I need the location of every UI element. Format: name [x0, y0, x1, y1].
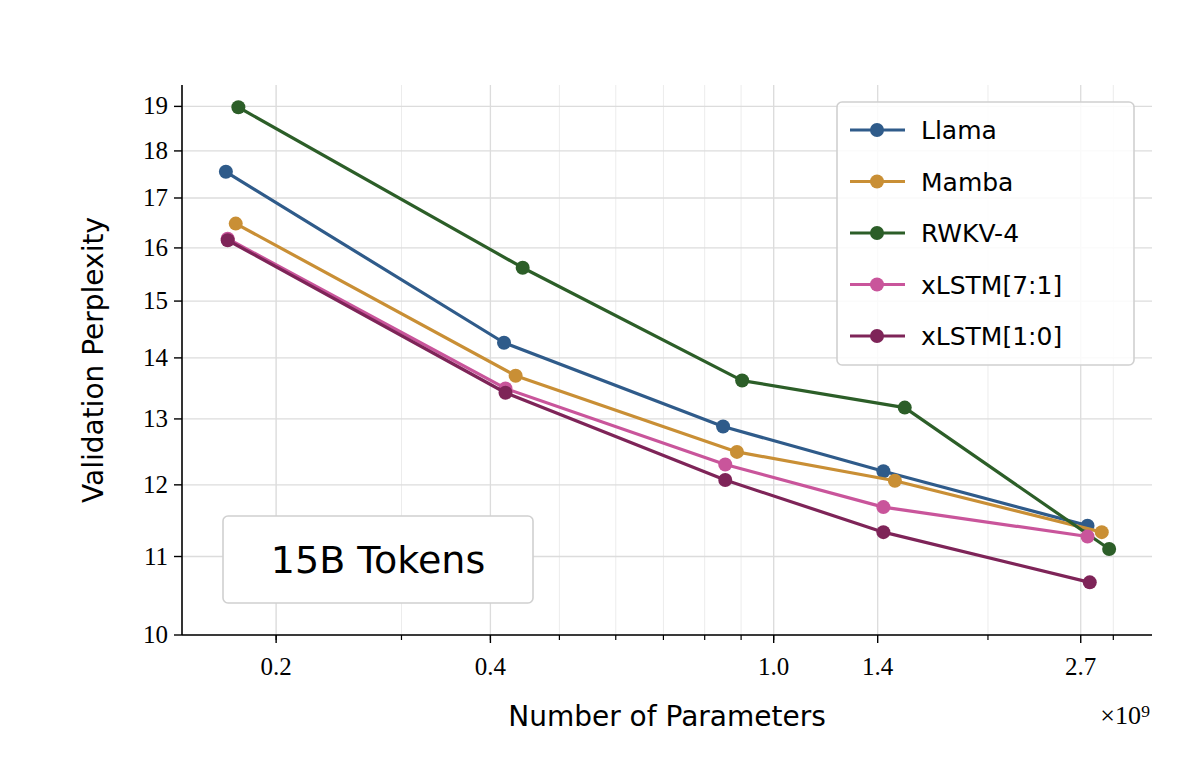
grid-line	[182, 634, 1152, 635]
annotation: 15B Tokens	[223, 516, 533, 603]
y-tick	[174, 418, 182, 419]
series	[221, 232, 1095, 544]
data-point	[876, 525, 890, 539]
data-point	[497, 336, 511, 350]
y-tick-label: 19	[143, 92, 168, 119]
y-tick	[174, 634, 182, 635]
series	[231, 100, 1116, 556]
annotation-text: 15B Tokens	[271, 538, 485, 582]
minor-grid-line	[741, 85, 742, 635]
data-point	[1095, 525, 1109, 539]
legend-box	[837, 102, 1134, 365]
minor-grid-line	[559, 85, 560, 635]
series	[221, 233, 1097, 589]
x-axis-label: Number of Parameters	[508, 700, 826, 733]
y-tick-label: 17	[143, 184, 168, 211]
legend-label: xLSTM[1:0]	[921, 322, 1062, 351]
grid-line	[182, 484, 1152, 485]
legend-label: Llama	[921, 116, 997, 145]
annotation-box	[223, 516, 533, 603]
y-tick	[174, 150, 182, 151]
x-tick-label: 1.4	[862, 653, 894, 680]
y-tick	[174, 484, 182, 485]
data-point	[718, 458, 732, 472]
data-point	[219, 165, 233, 179]
x-tick-label: 0.2	[261, 653, 292, 680]
data-point	[229, 217, 243, 231]
chart: 0.2 0.4 1.0 1.4 2.7 10 11 12 13 14 15 16 17 18 19 Numbe…	[0, 0, 1200, 772]
data-point	[221, 233, 235, 247]
y-axis	[181, 85, 183, 635]
x-tick-label: 0.4	[475, 653, 507, 680]
data-point	[876, 500, 890, 514]
y-tick-label: 13	[143, 405, 168, 432]
data-point	[498, 386, 512, 400]
x-axis	[182, 634, 1152, 636]
legend-marker	[870, 226, 884, 240]
y-tick-label: 12	[143, 471, 168, 498]
x-tick	[773, 635, 774, 643]
x-tick-label: 2.7	[1065, 653, 1096, 680]
x-tick	[490, 635, 491, 643]
minor-grid-line	[663, 85, 664, 635]
y-tick	[174, 197, 182, 198]
x-tick	[877, 635, 878, 643]
series-line	[238, 107, 1109, 549]
minor-grid-line	[773, 85, 774, 635]
grid-line	[773, 85, 774, 635]
data-point	[718, 473, 732, 487]
y-tick	[174, 106, 182, 107]
legend-label: xLSTM[7:1]	[921, 271, 1062, 300]
y-tick	[174, 556, 182, 557]
y-tick-label: 16	[143, 234, 168, 261]
series	[219, 165, 1095, 533]
data-point	[231, 100, 245, 114]
y-tick-label: 14	[143, 344, 169, 371]
x-multiplier: ×10⁹	[1100, 701, 1150, 730]
y-tick-label: 11	[144, 543, 168, 570]
series-line	[228, 239, 1088, 537]
y-axis-label: Validation Perplexity	[77, 217, 110, 503]
legend-marker	[870, 329, 884, 343]
legend-label: Mamba	[921, 168, 1013, 197]
series-group	[219, 100, 1116, 589]
y-tick	[174, 357, 182, 358]
data-point	[898, 401, 912, 415]
series-line	[226, 172, 1088, 526]
grid-line	[182, 418, 1152, 419]
y-tick-label: 15	[143, 287, 168, 314]
data-point	[1102, 542, 1116, 556]
data-point	[716, 420, 730, 434]
data-point	[1081, 530, 1095, 544]
x-tick	[1080, 635, 1081, 643]
data-point	[516, 261, 530, 275]
y-tick	[174, 300, 182, 301]
x-tick	[275, 635, 276, 643]
legend-label: RWKV-4	[921, 219, 1019, 248]
series-line	[236, 224, 1102, 533]
legend-marker	[870, 175, 884, 189]
data-point	[509, 369, 523, 383]
legend-marker	[870, 278, 884, 292]
data-point	[735, 374, 749, 388]
y-tick-label: 18	[143, 137, 168, 164]
data-point	[730, 445, 744, 459]
y-tick-label: 10	[143, 621, 168, 648]
minor-grid-line	[615, 85, 616, 635]
data-point	[888, 474, 902, 488]
x-tick-label: 1.0	[758, 653, 789, 680]
series-line	[228, 240, 1090, 582]
legend-marker	[870, 123, 884, 137]
grid	[182, 85, 1152, 635]
legend: Llama Mamba RWKV-4 xLSTM[7:1] xLSTM[1:0]	[837, 102, 1134, 365]
y-tick	[174, 247, 182, 248]
data-point	[1083, 575, 1097, 589]
background	[0, 0, 1200, 772]
